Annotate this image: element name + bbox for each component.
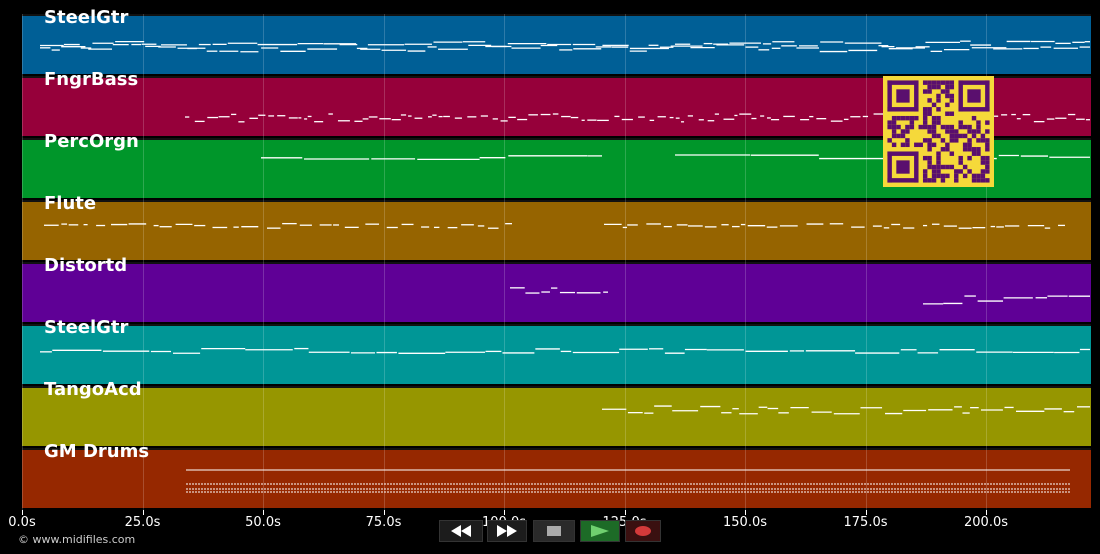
time-tick-label: 150.0s — [723, 515, 767, 530]
time-tick-label: 50.0s — [245, 515, 281, 530]
record-icon — [635, 526, 651, 536]
time-tick-label: 175.0s — [843, 515, 888, 530]
tick-mark — [745, 510, 746, 515]
record-button[interactable] — [625, 520, 661, 542]
track-lane — [22, 324, 1091, 384]
track-name: Flute — [44, 193, 97, 214]
gridline — [986, 14, 987, 510]
time-tick-label: 25.0s — [124, 515, 161, 530]
rewind-button[interactable] — [439, 520, 483, 542]
tick-mark — [383, 510, 385, 515]
qr-code-image — [883, 76, 994, 187]
tick-mark — [504, 510, 505, 515]
rewind-icon — [451, 525, 471, 537]
track-name: PercOrgn — [44, 131, 139, 152]
tick-mark — [22, 510, 23, 515]
track-name: SteelGtr — [44, 317, 129, 338]
fast-forward-button[interactable] — [487, 520, 527, 542]
gridline — [383, 14, 385, 510]
fast-forward-icon — [497, 525, 517, 537]
time-tick-label: 0.0s — [8, 515, 36, 530]
time-tick-label: 200.0s — [964, 515, 1008, 530]
time-tick-label: 75.0s — [365, 515, 402, 530]
gridline — [745, 14, 746, 510]
track-name: FngrBass — [44, 69, 139, 90]
track-lane — [22, 386, 1091, 446]
gridline — [504, 14, 505, 510]
play-button[interactable] — [580, 520, 620, 542]
gridline — [865, 14, 867, 510]
copyright-text: © www.midifiles.com — [18, 533, 136, 546]
track-name: TangoAcd — [44, 379, 142, 400]
stop-button[interactable] — [533, 520, 575, 542]
tick-mark — [142, 510, 144, 515]
track-name: SteelGtr — [44, 7, 129, 28]
tick-mark — [865, 510, 867, 515]
track-lane — [22, 200, 1091, 260]
track-name: GM Drums — [44, 441, 150, 462]
play-icon — [591, 525, 609, 537]
gridline — [142, 14, 144, 510]
tick-mark — [986, 510, 987, 515]
track-lane — [22, 448, 1091, 508]
gridline — [263, 14, 264, 510]
stop-icon — [547, 526, 561, 536]
tick-mark — [263, 510, 264, 515]
gridline — [22, 14, 23, 510]
track-name: Distortd — [44, 255, 128, 276]
gridline — [624, 14, 626, 510]
tick-mark — [624, 510, 626, 515]
track-lane — [22, 262, 1091, 322]
